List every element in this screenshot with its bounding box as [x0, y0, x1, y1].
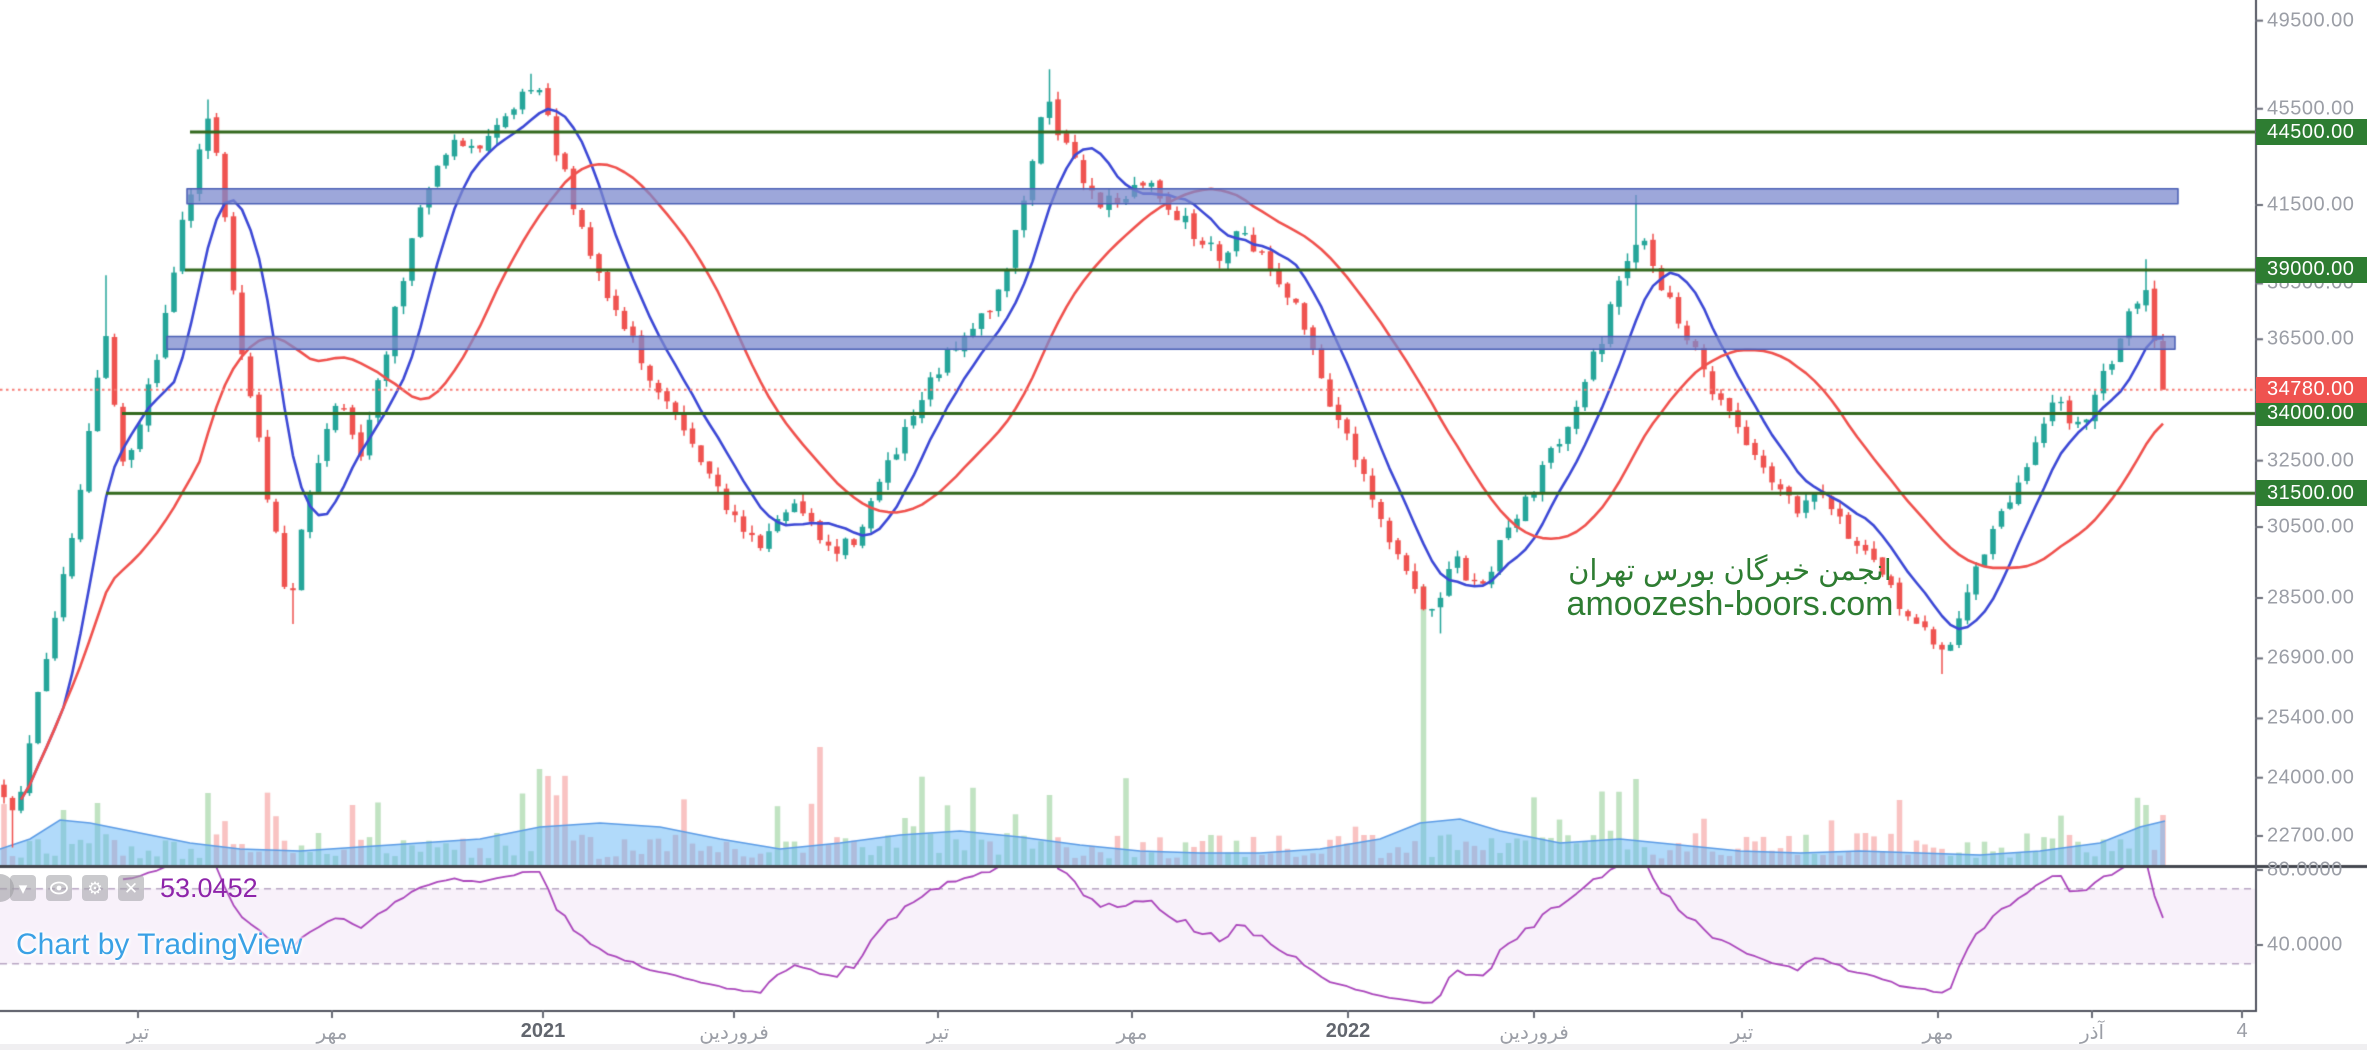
price-tick-label: 26900.00 — [2267, 646, 2355, 669]
level-price-label: 44500.00 — [2256, 119, 2367, 145]
time-label-month: آذر — [2079, 1022, 2105, 1044]
time-label-year: 2022 — [1325, 1020, 1371, 1042]
price-tick-label: 36500.00 — [2267, 327, 2355, 350]
time-label-month: فروردین — [1499, 1022, 1569, 1044]
rsi-collapsed-handle[interactable] — [0, 874, 14, 902]
price-tick-label: 49500.00 — [2267, 9, 2355, 32]
price-tick-label: 25400.00 — [2267, 706, 2355, 729]
rsi-tick-label: 80.0000 — [2267, 858, 2343, 881]
tradingview-credit-link[interactable]: Chart by TradingView — [16, 928, 303, 961]
price-tick-label: 41500.00 — [2267, 193, 2355, 216]
price-tick-label: 45500.00 — [2267, 97, 2355, 120]
time-label-month: فروردین — [699, 1022, 769, 1044]
time-label-year: 2021 — [520, 1020, 566, 1042]
level-price-label: 31500.00 — [2256, 480, 2367, 507]
time-label-month: تیر — [1730, 1022, 1754, 1044]
rsi-value: 53.0452 — [160, 872, 258, 903]
price-tick-label: 22700.00 — [2267, 824, 2355, 847]
time-label-month: تیر — [926, 1022, 950, 1044]
time-label-month: مهر — [316, 1022, 348, 1044]
price-tick-label: 24000.00 — [2267, 766, 2355, 789]
eye-icon-svg — [50, 881, 68, 895]
time-label-month: مهر — [1922, 1022, 1954, 1044]
current-price-label: 34780.00 — [2256, 376, 2367, 403]
time-label-month: 4 — [2236, 1020, 2248, 1042]
level-price-label: 34000.00 — [2256, 400, 2367, 427]
time-label-month: مهر — [1116, 1022, 1148, 1044]
price-tick-label: 32500.00 — [2267, 449, 2355, 472]
price-tick-label: 28500.00 — [2267, 586, 2355, 609]
rsi-tick-label: 40.0000 — [2267, 933, 2343, 956]
rsi-indicator-controls: ▾ ⚙ ✕ 53.0452 — [0, 872, 258, 903]
time-label-month: تیر — [126, 1022, 150, 1044]
chevron-down-icon[interactable]: ▾ — [10, 875, 36, 901]
bottom-toolbar-strip — [0, 1044, 2367, 1050]
level-price-label: 39000.00 — [2256, 256, 2367, 283]
price-tick-label: 30500.00 — [2267, 515, 2355, 538]
gear-icon[interactable]: ⚙ — [82, 875, 108, 901]
close-icon[interactable]: ✕ — [118, 875, 144, 901]
eye-icon[interactable] — [46, 875, 72, 901]
